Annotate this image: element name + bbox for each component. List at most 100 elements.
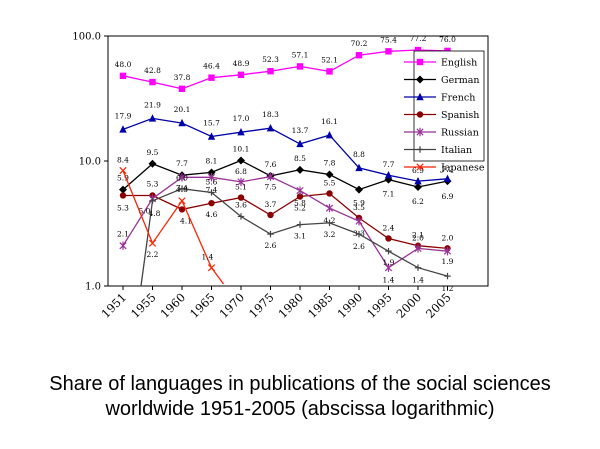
data-point	[178, 197, 186, 205]
data-label: 1.4	[202, 253, 214, 262]
data-point	[385, 247, 392, 255]
data-point	[385, 48, 392, 55]
data-label: 16.1	[321, 117, 338, 126]
data-point	[149, 78, 156, 86]
data-point	[355, 163, 363, 172]
data-point	[207, 173, 216, 182]
data-point	[325, 130, 334, 139]
data-label: 3.7	[265, 200, 277, 209]
x-tick-label: 1970	[217, 290, 248, 321]
data-point	[148, 114, 157, 122]
data-label: 48.0	[115, 60, 132, 69]
data-point	[414, 46, 422, 54]
data-point	[444, 272, 451, 280]
series-french: 17.9 21.9 20.1 15.7 17.0 18.3 13.7 16.1 8.8 7.7 6.…	[115, 100, 454, 185]
data-point	[384, 170, 393, 179]
data-point	[385, 235, 392, 242]
data-point	[416, 163, 424, 171]
data-label: 7.5	[265, 183, 277, 192]
series-line	[123, 192, 448, 250]
x-tick-label: 1990	[335, 290, 366, 321]
data-label: 48.9	[233, 59, 250, 68]
data-point	[267, 211, 274, 219]
data-label: 3.1	[294, 232, 306, 241]
data-point	[237, 71, 245, 79]
data-label: 5.1	[235, 183, 247, 192]
data-label: 1.4	[412, 276, 424, 285]
data-label: 7.2	[442, 165, 454, 174]
data-label: 5.8	[294, 199, 306, 208]
data-label: 2.4	[383, 223, 395, 232]
data-point	[208, 189, 215, 196]
data-label: 5.3	[117, 203, 129, 212]
data-label: 8.1	[206, 156, 218, 165]
series-line	[122, 117, 448, 182]
data-point	[325, 170, 334, 179]
x-tick-label: 1985	[305, 290, 336, 321]
data-label: 4.1	[180, 216, 192, 225]
legend-item-spanish: Spanish	[404, 110, 479, 121]
data-label: 2.0	[412, 233, 424, 242]
data-label: 4.8	[149, 209, 161, 218]
data-point	[355, 52, 363, 59]
data-point	[237, 127, 245, 136]
data-point	[416, 111, 424, 118]
data-point	[416, 58, 424, 66]
data-point	[178, 173, 186, 182]
data-point	[296, 63, 304, 70]
data-point	[148, 159, 157, 168]
legend-item-russian: Russian	[404, 128, 479, 139]
legend-label: Italian	[441, 145, 472, 156]
legend-item-english: English	[404, 58, 477, 69]
data-point	[208, 74, 215, 81]
data-label: 5.0	[139, 207, 151, 216]
data-label: 1.9	[383, 258, 395, 267]
legend-label: French	[441, 93, 475, 104]
data-point	[237, 213, 245, 220]
data-label: 17.9	[115, 111, 132, 120]
data-point	[119, 192, 127, 199]
data-point	[384, 263, 393, 272]
data-label: 7.6	[265, 160, 277, 169]
data-label: 76.0	[439, 35, 456, 44]
data-label: 6.9	[412, 166, 424, 175]
data-label: 5.9	[117, 174, 129, 183]
data-point	[267, 230, 274, 238]
data-label: 2.6	[353, 242, 365, 251]
data-point	[208, 199, 215, 207]
chart-legend: English German French Spanish Russian Italian…	[404, 50, 485, 174]
caption-line-1: Share of languages in publications of th…	[49, 373, 551, 395]
data-point	[355, 185, 363, 194]
data-label: 6.0	[176, 174, 188, 183]
legend-label: English	[441, 58, 477, 69]
data-label: 1.2	[442, 284, 454, 293]
data-point	[207, 132, 216, 140]
data-point	[414, 182, 422, 191]
data-point	[326, 68, 333, 75]
x-tick-label: 1951	[99, 290, 130, 321]
x-tick-label: 1975	[246, 290, 277, 321]
data-point	[237, 194, 245, 201]
legend-item-french: French	[404, 93, 475, 104]
series-line	[140, 188, 448, 287]
data-point	[416, 146, 424, 153]
data-point	[296, 165, 304, 174]
data-point	[355, 230, 363, 238]
x-tick-label: 2000	[394, 290, 425, 321]
data-label: 57.1	[292, 50, 309, 59]
legend-label: Russian	[441, 128, 479, 139]
series-line	[122, 175, 448, 269]
data-point	[416, 92, 424, 101]
data-label: 8.5	[294, 154, 306, 163]
data-point	[178, 185, 186, 192]
data-point	[149, 197, 156, 205]
data-point	[296, 193, 304, 200]
data-label: 77.2	[410, 34, 427, 43]
data-label: 2.1	[117, 230, 129, 239]
series-line	[122, 159, 448, 191]
series-german: 5.9 9.5 7.7 8.1 10.1 7.6 8.5 7.8 5.9 7.1 6.2 6.9	[117, 144, 454, 207]
caption-line-2: worldwide 1951-2005 (abscissa logarithmi…	[105, 398, 495, 420]
x-tick-label: 1965	[187, 290, 218, 321]
data-label: 8.4	[117, 155, 129, 164]
x-tick-label: 1980	[276, 290, 307, 321]
